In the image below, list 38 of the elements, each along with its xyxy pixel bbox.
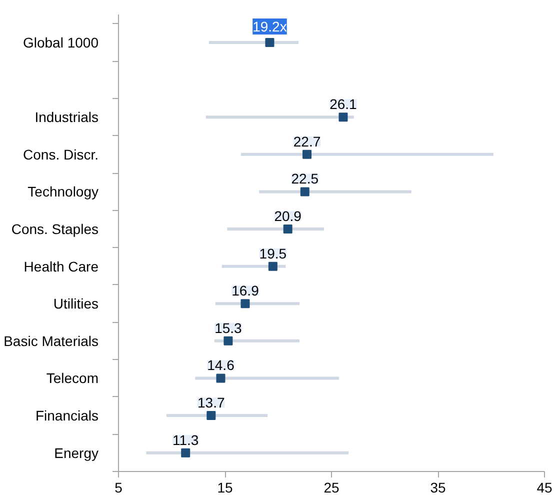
x-tick-label: 5: [114, 480, 123, 495]
y-tick-label: Financials: [35, 408, 99, 424]
data-label: 19.2x: [252, 18, 287, 34]
point: [206, 411, 216, 420]
y-tick-label: Energy: [54, 444, 98, 461]
x-tick-label: 45: [536, 480, 552, 495]
data-label: 22.5: [291, 170, 319, 187]
point: [268, 262, 278, 271]
data-label: 13.7: [198, 394, 225, 411]
y-tick-label: Industrials: [34, 109, 99, 126]
x-tick-label: 25: [324, 480, 340, 495]
x-tick-label: 15: [217, 480, 233, 495]
point: [265, 38, 274, 47]
data-label: 16.9: [232, 282, 260, 299]
data-label: 11.3: [172, 432, 199, 448]
point: [302, 150, 312, 159]
y-tick-label: Utilities: [53, 296, 99, 312]
point: [224, 336, 233, 346]
data-label: 19.5: [259, 245, 287, 262]
x-tick-label: 35: [430, 480, 446, 495]
point: [283, 224, 292, 234]
y-tick-label: Basic Materials: [4, 332, 99, 349]
point: [216, 374, 226, 383]
point: [240, 299, 250, 308]
point: [338, 112, 348, 122]
y-tick-label: Cons. Discr.: [23, 146, 99, 162]
y-tick-label: Global 1000: [22, 34, 99, 50]
y-tick-label: Technology: [28, 184, 98, 200]
y-tick-label: Cons. Staples: [11, 221, 99, 238]
y-tick-label: Telecom: [46, 370, 99, 386]
data-label: 22.7: [293, 133, 321, 150]
data-label: 15.3: [214, 320, 242, 336]
point: [300, 187, 310, 196]
y-tick-label: Health Care: [24, 258, 99, 274]
data-label: 26.1: [330, 96, 358, 112]
point: [181, 448, 190, 458]
data-label: 20.9: [274, 208, 302, 224]
data-label: 14.6: [207, 357, 235, 374]
